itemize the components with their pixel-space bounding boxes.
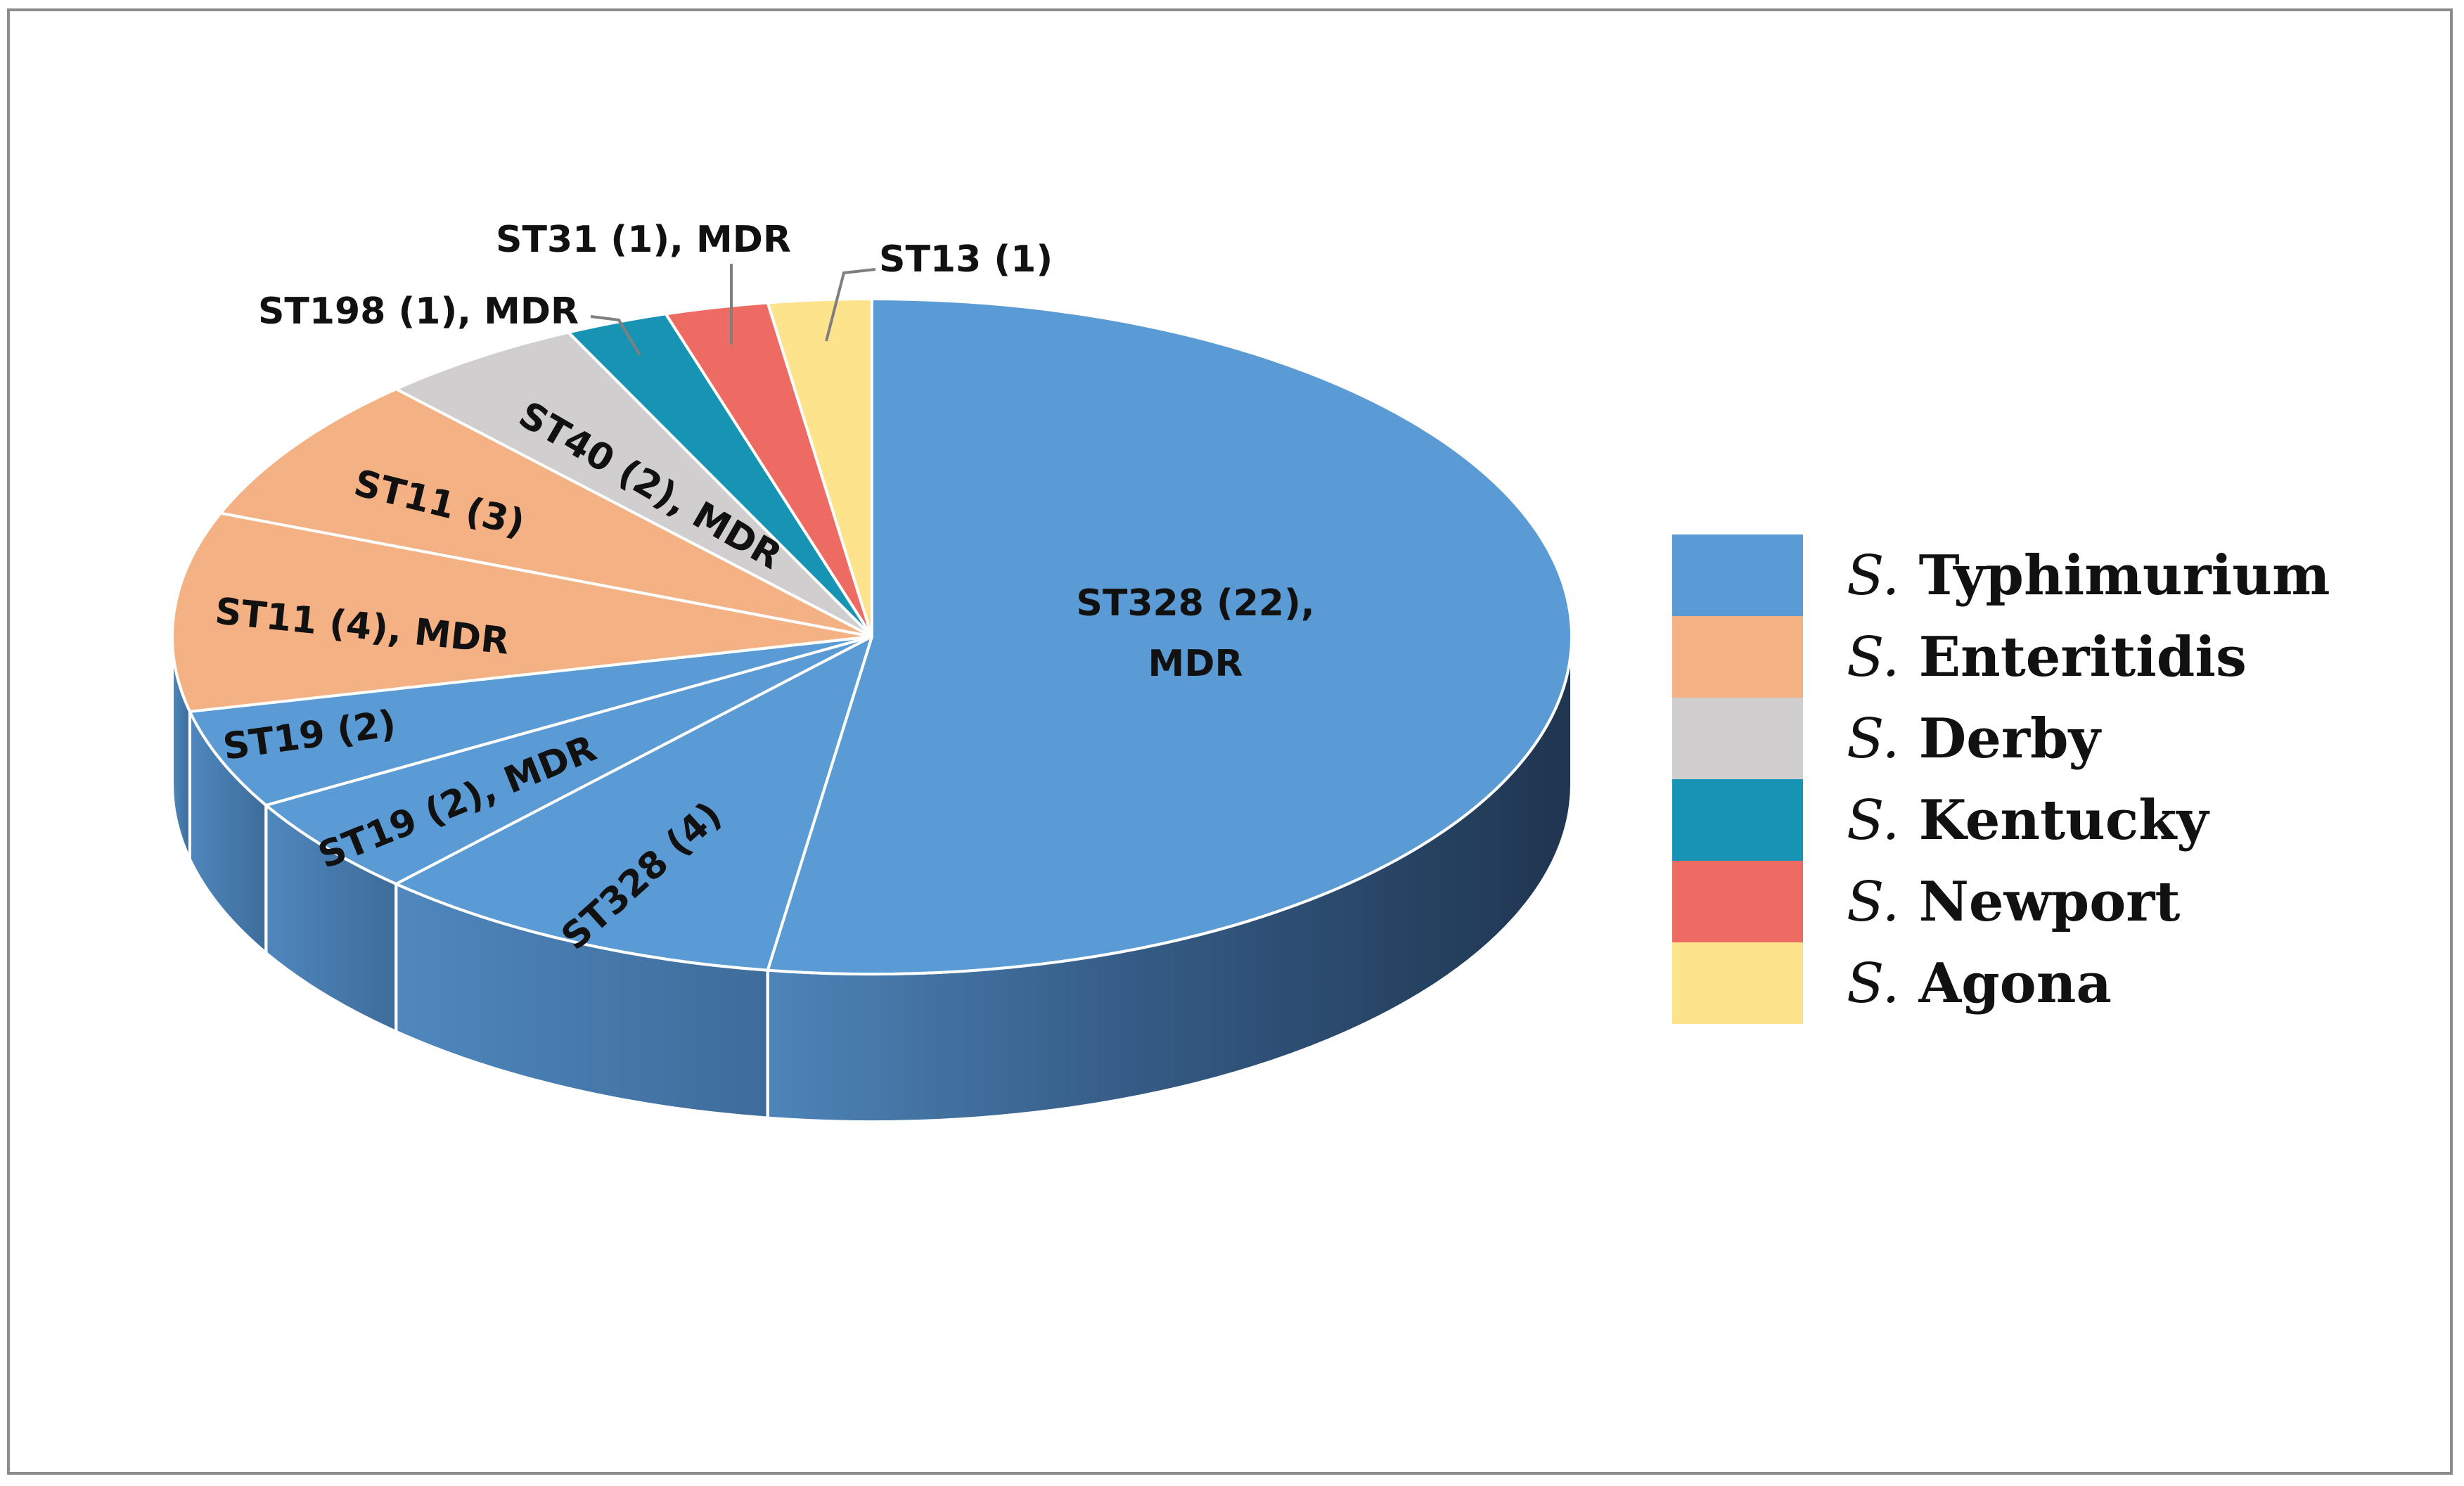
pie-slice-4 [171,511,873,713]
pie-top-faces [171,297,1573,975]
pie-slice-0 [766,297,1573,975]
slice-label-8: ST31 (1), MDR [496,219,791,261]
legend-label-1: S. Enteritidis [1847,625,2247,689]
legend-swatch-3 [1672,779,1803,861]
legend-label-4: S. Newport [1847,870,2180,934]
slice-label-7: ST198 (1), MDR [258,290,579,333]
leader-lines [590,264,876,357]
slice-label-9: ST13 (1) [879,238,1053,281]
pie-slice-2 [264,635,873,885]
legend-swatch-2 [1672,698,1803,779]
legend: S. Typhimurium S. Enteritidis S. Derby S. K… [1672,534,2330,1024]
legend-label-5: S. Agona [1847,952,2112,1016]
slice-label-0: ST328 (22), MDR [1076,582,1314,685]
legend-label-2: S. Derby [1847,707,2103,771]
legend-swatch-1 [1672,616,1803,698]
legend-swatch-5 [1672,942,1803,1024]
leader-line-7 [590,315,641,357]
leader-line-9 [825,268,876,342]
legend-label-3: S. Kentucky [1847,788,2210,852]
pie-slice-3 [188,635,873,807]
pie-slice-5 [219,387,873,638]
legend-swatch-0 [1672,534,1803,616]
pie-slice-6 [394,331,873,638]
pie-slice-9 [766,297,873,638]
legend-label-0: S. Typhimurium [1847,544,2330,608]
legend-swatch-4 [1672,861,1803,942]
pie-slice-1 [394,635,873,972]
